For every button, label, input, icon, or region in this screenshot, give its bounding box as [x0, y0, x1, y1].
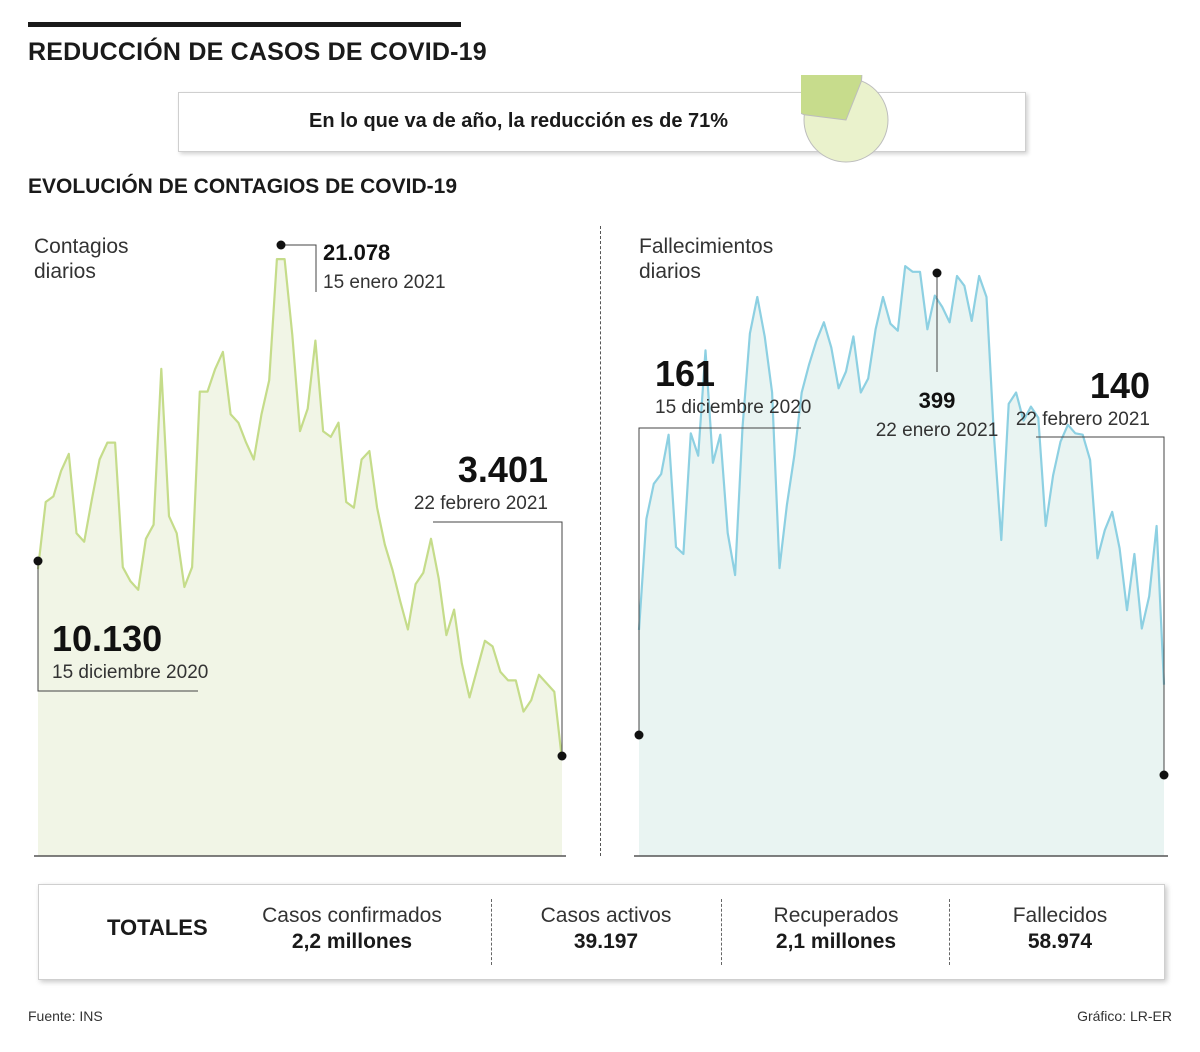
- fallecimientos-end-date: 22 febrero 2021: [1016, 409, 1150, 430]
- contagios-peak-leader: [281, 244, 317, 292]
- panel-divider: [600, 226, 601, 856]
- source-note: Fuente: INS: [28, 1008, 103, 1024]
- contagios-panel-title: Contagios diarios: [34, 234, 129, 284]
- fallecimientos-chart: 161 15 diciembre 2020 399 22 enero 2021 …: [634, 265, 1169, 857]
- reduction-pie-chart: [801, 75, 889, 163]
- section-subtitle: EVOLUCIÓN DE CONTAGIOS DE COVID-19: [28, 175, 457, 198]
- contagios-end-point: [557, 751, 567, 761]
- fallecimientos-end-leader: [1036, 436, 1165, 775]
- contagios-line: [36, 258, 564, 760]
- fallecimientos-start-value: 161: [655, 353, 715, 394]
- contagios-area: [38, 259, 562, 857]
- fallecimientos-peak-point: [932, 268, 942, 278]
- graphic-credit: Gráfico: LR-ER: [1077, 1008, 1172, 1024]
- fallecimientos-line: [637, 265, 1166, 685]
- fallecimientos-start-point: [634, 730, 644, 740]
- totals-separator: [949, 899, 950, 965]
- contagios-chart: 10.130 15 diciembre 2020 21.078 15 enero…: [33, 240, 567, 857]
- fallecimientos-title-line-1: Fallecimientos: [639, 235, 774, 258]
- total-name: Fallecidos: [1012, 904, 1108, 927]
- total-value: 2,2 millones: [291, 930, 413, 953]
- total-name: Casos confirmados: [262, 904, 442, 927]
- contagios-peak-value: 21.078: [323, 240, 390, 265]
- fallecimientos-start-leader: [638, 427, 801, 735]
- total-name: Recuperados: [773, 904, 899, 927]
- totals-panel: TOTALES Casos confirmados 2,2 millones C…: [38, 884, 1165, 980]
- main-title: REDUCCIÓN DE CASOS DE COVID-19: [28, 38, 487, 66]
- fallecimientos-end-point: [1159, 770, 1169, 780]
- fallecimientos-peak-date: 22 enero 2021: [876, 420, 999, 441]
- reduction-callout: En lo que va de año, la reducción es de …: [178, 75, 1026, 163]
- contagios-title-line-2: diarios: [34, 260, 96, 283]
- total-recuperados: Recuperados 2,1 millones: [721, 903, 951, 955]
- pie-reduction-slice: [801, 75, 863, 121]
- contagios-peak-point: [276, 240, 286, 250]
- charts-canvas: 10.130 15 diciembre 2020 21.078 15 enero…: [33, 240, 1169, 857]
- contagios-start-leader: [37, 561, 198, 692]
- total-casos-activos: Casos activos 39.197: [491, 903, 721, 955]
- contagios-peak-date: 15 enero 2021: [323, 272, 446, 293]
- fallecimientos-start-date: 15 diciembre 2020: [655, 397, 811, 418]
- fallecimientos-end-value: 140: [1090, 365, 1150, 406]
- total-value: 39.197: [573, 930, 639, 953]
- total-name: Casos activos: [540, 904, 672, 927]
- fallecimientos-area: [639, 266, 1164, 857]
- fallecimientos-panel-title: Fallecimientos diarios: [639, 234, 773, 284]
- contagios-start-point: [33, 556, 43, 566]
- contagios-start-value: 10.130: [52, 618, 162, 659]
- reduction-text: En lo que va de año, la reducción es de …: [309, 110, 729, 132]
- total-value: 2,1 millones: [775, 930, 897, 953]
- totals-separator: [491, 899, 492, 965]
- total-casos-confirmados: Casos confirmados 2,2 millones: [237, 903, 467, 955]
- contagios-end-value: 3.401: [458, 449, 548, 490]
- total-value: 58.974: [1027, 930, 1093, 953]
- fallecimientos-peak-value: 399: [919, 388, 956, 413]
- contagios-start-date: 15 diciembre 2020: [52, 662, 208, 683]
- contagios-title-line-1: Contagios: [34, 235, 129, 258]
- totals-separator: [721, 899, 722, 965]
- contagios-end-date: 22 febrero 2021: [414, 493, 548, 514]
- total-fallecidos: Fallecidos 58.974: [945, 903, 1175, 955]
- totals-label: TOTALES: [107, 915, 208, 940]
- contagios-end-leader: [433, 521, 563, 756]
- title-rule: [28, 22, 461, 27]
- fallecimientos-title-line-2: diarios: [639, 260, 701, 283]
